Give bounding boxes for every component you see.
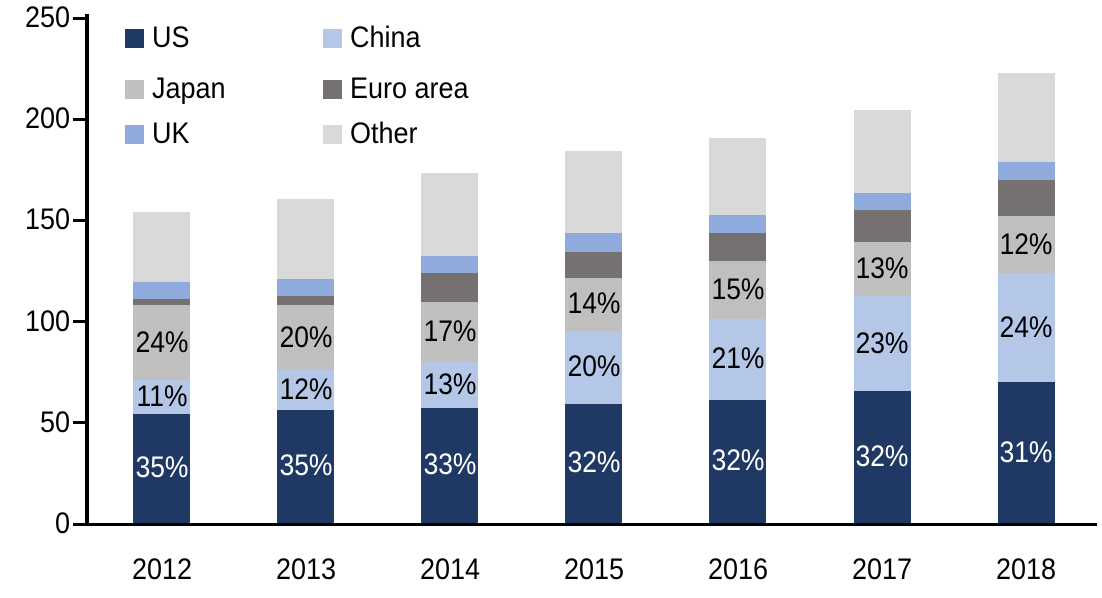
- bar-segment-other: [998, 72, 1055, 162]
- x-axis-tick-label: 2014: [419, 553, 481, 586]
- bar-value-label: 12%: [999, 228, 1053, 261]
- bar-value-label: 13%: [855, 252, 909, 285]
- legend-swatch: [125, 125, 144, 144]
- bar-value-label: 15%: [711, 273, 765, 306]
- y-axis-tick-label: 100: [24, 305, 71, 338]
- legend-label: Other: [350, 117, 418, 150]
- bar-segment-china: [998, 273, 1055, 383]
- y-axis-tick: [73, 17, 85, 20]
- y-axis-tick: [73, 219, 85, 222]
- x-axis-tick-label: 2018: [995, 553, 1057, 586]
- bar-segment-other: [709, 138, 766, 216]
- bar-segment-japan: [277, 305, 334, 371]
- legend-label: Japan: [152, 72, 226, 105]
- bar-segment-other: [421, 172, 478, 256]
- bar-segment-euro-area: [709, 232, 766, 261]
- bar-segment-euro-area: [277, 296, 334, 306]
- y-axis-tick: [73, 118, 85, 121]
- bar-value-label: 13%: [423, 368, 477, 401]
- bar-value-label: 32%: [711, 444, 765, 477]
- bar-value-label: 23%: [855, 327, 909, 360]
- bar-value-label: 20%: [279, 321, 333, 354]
- bar-segment-us: [277, 409, 334, 523]
- bar-segment-uk: [998, 161, 1055, 180]
- bar-segment-other: [565, 150, 622, 233]
- bar-segment-euro-area: [998, 179, 1055, 217]
- legend-swatch: [125, 80, 144, 99]
- bar-segment-us: [565, 403, 622, 523]
- bar-segment-euro-area: [565, 251, 622, 279]
- y-axis-tick: [73, 523, 85, 526]
- legend-label: Euro area: [350, 72, 469, 105]
- legend-label: China: [350, 21, 421, 54]
- y-axis-line: [85, 14, 89, 526]
- x-axis-tick-label: 2012: [131, 553, 193, 586]
- x-axis-tick-label: 2017: [851, 553, 913, 586]
- bar-segment-china: [709, 318, 766, 400]
- bar-value-label: 35%: [135, 451, 189, 484]
- bar-segment-japan: [133, 305, 190, 381]
- legend-swatch: [323, 80, 342, 99]
- bar-segment-other: [277, 199, 334, 280]
- x-axis-tick-label: 2013: [275, 553, 337, 586]
- y-axis-tick: [73, 320, 85, 323]
- bar-segment-china: [565, 330, 622, 404]
- bar-segment-uk: [421, 255, 478, 274]
- legend-label: UK: [152, 117, 190, 150]
- y-axis-tick-label: 50: [39, 406, 70, 439]
- bar-segment-japan: [998, 216, 1055, 274]
- x-axis-tick-label: 2015: [563, 553, 625, 586]
- bar-segment-us: [709, 399, 766, 523]
- x-axis-tick-label: 2016: [707, 553, 769, 586]
- bar-segment-japan: [421, 302, 478, 363]
- y-axis-tick: [73, 421, 85, 424]
- bar-segment-china: [854, 296, 911, 392]
- bar-segment-uk: [709, 215, 766, 233]
- bar-segment-china: [277, 370, 334, 410]
- bar-segment-us: [998, 382, 1055, 523]
- bar-value-label: 20%: [567, 350, 621, 383]
- bar-segment-uk: [277, 279, 334, 297]
- x-axis-line: [85, 523, 1097, 526]
- bar-segment-euro-area: [854, 210, 911, 242]
- bar-segment-us: [421, 407, 478, 523]
- bar-segment-japan: [565, 278, 622, 331]
- bar-segment-euro-area: [133, 299, 190, 306]
- bar-segment-uk: [565, 232, 622, 252]
- bar-segment-japan: [709, 260, 766, 319]
- bar-segment-other: [133, 212, 190, 283]
- legend-swatch: [125, 29, 144, 48]
- bar-value-label: 24%: [999, 311, 1053, 344]
- y-axis-tick-label: 200: [24, 102, 71, 135]
- bar-value-label: 17%: [423, 315, 477, 348]
- bar-segment-japan: [854, 241, 911, 297]
- bar-segment-other: [854, 110, 911, 194]
- bar-segment-uk: [854, 193, 911, 211]
- bar-value-label: 31%: [999, 436, 1053, 469]
- bar-value-label: 32%: [855, 440, 909, 473]
- legend-swatch: [323, 125, 342, 144]
- legend-label: US: [152, 21, 190, 54]
- bar-segment-china: [133, 380, 190, 414]
- bar-value-label: 21%: [711, 342, 765, 375]
- bar-segment-uk: [133, 282, 190, 300]
- bar-segment-euro-area: [421, 273, 478, 303]
- bar-value-label: 12%: [279, 373, 333, 406]
- bar-value-label: 35%: [279, 449, 333, 482]
- bar-value-label: 33%: [423, 448, 477, 481]
- bar-value-label: 24%: [135, 326, 189, 359]
- bar-segment-us: [854, 391, 911, 523]
- y-axis-tick-label: 250: [24, 1, 71, 34]
- bar-value-label: 14%: [567, 287, 621, 320]
- bar-segment-china: [421, 362, 478, 408]
- bar-value-label: 11%: [136, 380, 188, 413]
- y-axis-tick-label: 150: [24, 203, 71, 236]
- legend-swatch: [323, 29, 342, 48]
- bar-value-label: 32%: [567, 446, 621, 479]
- bar-segment-us: [133, 413, 190, 523]
- y-axis-tick-label: 0: [54, 507, 70, 540]
